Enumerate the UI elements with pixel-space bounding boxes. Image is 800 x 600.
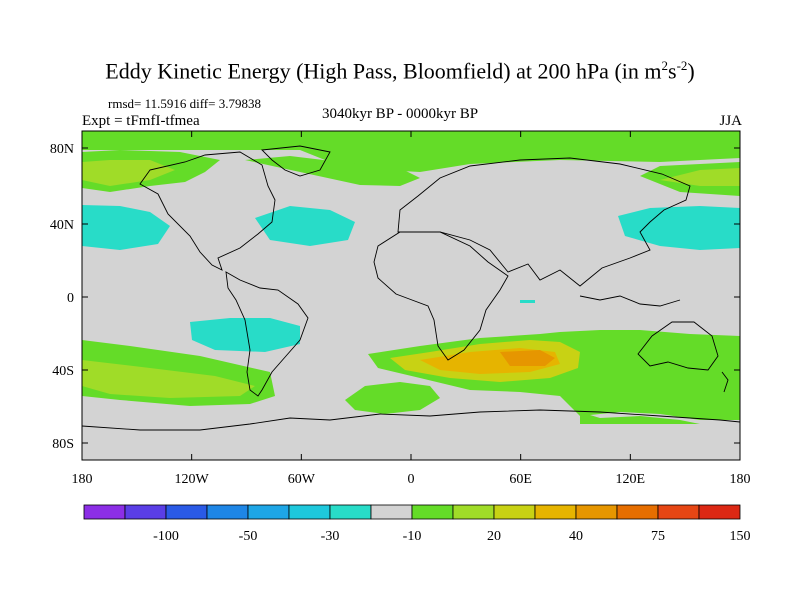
eurasia-outline bbox=[397, 157, 691, 287]
colorbar-swatch bbox=[575, 504, 618, 520]
africa-outline bbox=[373, 231, 509, 361]
colorbar-swatch bbox=[493, 504, 536, 520]
colorbar-swatch bbox=[698, 504, 741, 520]
anomaly-field bbox=[82, 131, 740, 460]
colorbar-swatch bbox=[657, 504, 700, 520]
colorbar: -100 -50 -30 -10 20 40 75 150 bbox=[83, 504, 751, 544]
colorbar-label: -50 bbox=[239, 529, 258, 544]
latitude-axis: 80N 40N 0 40S 80S bbox=[50, 142, 740, 452]
lon-tick-label: 120W bbox=[175, 472, 210, 487]
colorbar-swatch bbox=[616, 504, 659, 520]
plot-title: Eddy Kinetic Energy (High Pass, Bloomfie… bbox=[105, 58, 695, 84]
lon-tick-label: 180 bbox=[730, 472, 751, 487]
lat-tick-label: 0 bbox=[67, 291, 74, 306]
colorbar-label: 40 bbox=[569, 529, 583, 544]
maritime-continent-outline bbox=[579, 295, 681, 307]
lon-tick-label: 0 bbox=[408, 472, 415, 487]
lon-tick-label: 60E bbox=[509, 472, 532, 487]
colorbar-label: 150 bbox=[730, 529, 751, 544]
colorbar-swatch bbox=[124, 504, 167, 520]
new-zealand-outline bbox=[721, 371, 729, 393]
greenland-outline bbox=[261, 145, 331, 177]
colorbar-swatch bbox=[165, 504, 208, 520]
season-label: JJA bbox=[719, 113, 742, 129]
lat-tick-label: 40S bbox=[52, 364, 74, 379]
longitude-axis: 180 120W 60W 0 60E 120E 180 bbox=[72, 131, 751, 487]
positive-anomaly-region-arctic bbox=[82, 131, 740, 172]
north-america-outline bbox=[139, 151, 276, 271]
negative-anomaly-north-pacific-east bbox=[82, 205, 170, 250]
coastlines bbox=[82, 145, 740, 431]
colorbar-swatch bbox=[452, 504, 495, 520]
colorbar-label: -100 bbox=[153, 529, 179, 544]
colorbar-swatch bbox=[83, 504, 126, 520]
colorbar-swatch bbox=[370, 504, 413, 520]
positive-anomaly-core-south-pacific bbox=[82, 360, 255, 398]
lon-tick-label: 180 bbox=[72, 472, 93, 487]
positive-anomaly-southern-ocean-east bbox=[580, 412, 700, 424]
experiment-label: Expt = tFmfI-tfmea bbox=[82, 113, 200, 129]
colorbar-swatch bbox=[247, 504, 290, 520]
negative-anomaly-indian-ocean-small bbox=[520, 300, 535, 303]
antarctica-outline bbox=[82, 409, 740, 431]
negative-anomaly-north-atlantic bbox=[255, 206, 355, 246]
positive-anomaly-region-north-atlantic bbox=[245, 156, 420, 186]
colorbar-label: -30 bbox=[321, 529, 340, 544]
positive-anomaly-core-north-pacific-west bbox=[82, 160, 175, 186]
positive-anomaly-max-southern-indian-ocean bbox=[500, 350, 555, 366]
lon-tick-label: 60W bbox=[288, 472, 316, 487]
lat-tick-label: 40N bbox=[50, 218, 74, 233]
colorbar-swatch bbox=[411, 504, 454, 520]
colorbar-label: -10 bbox=[403, 529, 422, 544]
colorbar-swatch bbox=[534, 504, 577, 520]
colorbar-label: 20 bbox=[487, 529, 501, 544]
colorbar-label: 75 bbox=[651, 529, 665, 544]
lon-tick-label: 120E bbox=[616, 472, 646, 487]
south-america-outline bbox=[225, 271, 309, 397]
negative-anomaly-south-pacific bbox=[190, 318, 300, 352]
positive-anomaly-south-atlantic bbox=[345, 382, 440, 414]
colorbar-swatch bbox=[329, 504, 372, 520]
colorbar-swatch bbox=[206, 504, 249, 520]
lat-tick-label: 80N bbox=[50, 142, 74, 157]
period-label: 3040kyr BP - 0000kyr BP bbox=[321, 106, 479, 122]
australia-outline bbox=[637, 321, 719, 371]
colorbar-swatch bbox=[288, 504, 331, 520]
statistics-label: rmsd= 11.5916 diff= 3.79838 bbox=[108, 96, 261, 111]
lat-tick-label: 80S bbox=[52, 437, 74, 452]
negative-anomaly-north-pacific-west bbox=[618, 206, 740, 250]
